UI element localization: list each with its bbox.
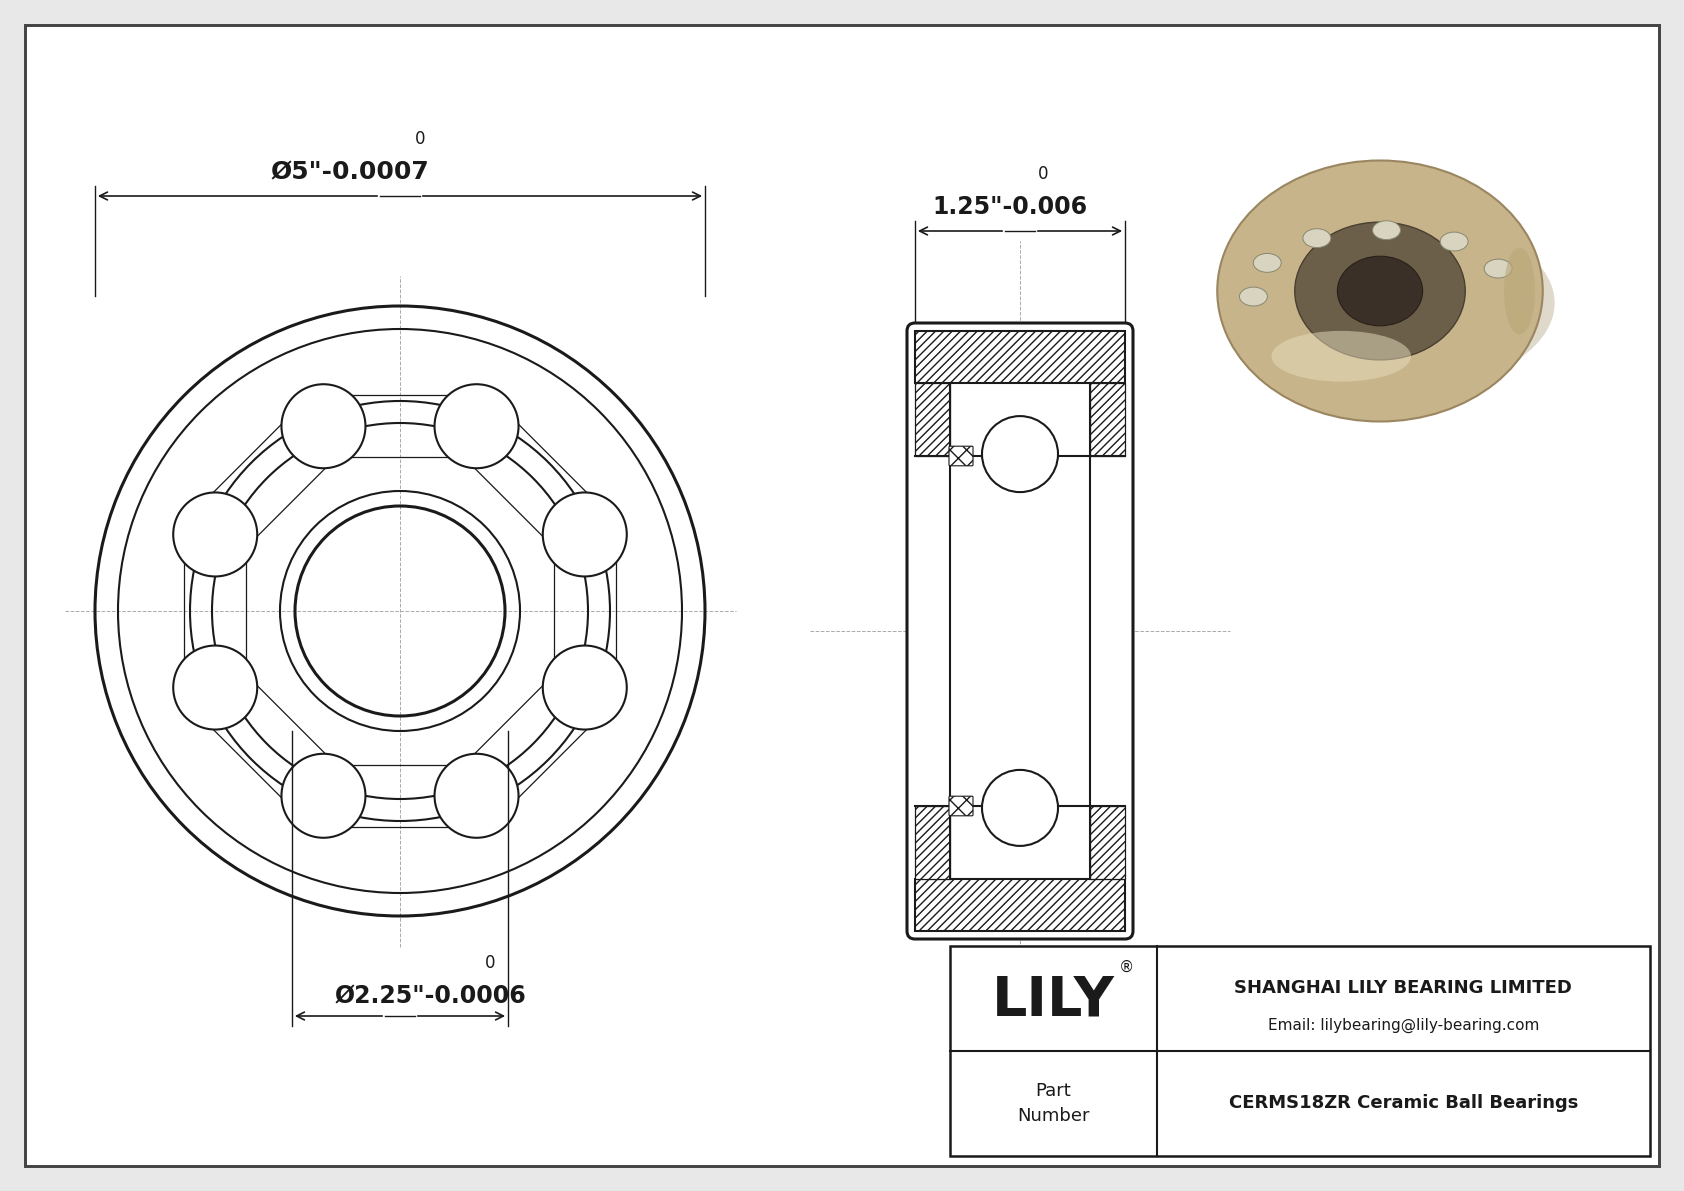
Text: Ø5"-0.0007: Ø5"-0.0007 xyxy=(271,160,429,183)
Text: CERMS18ZR Ceramic Ball Bearings: CERMS18ZR Ceramic Ball Bearings xyxy=(1229,1095,1578,1112)
Ellipse shape xyxy=(1337,256,1423,326)
Bar xyxy=(950,456,1090,806)
Circle shape xyxy=(542,492,626,576)
Ellipse shape xyxy=(1271,331,1411,381)
Text: Ø2.25"-0.0006: Ø2.25"-0.0006 xyxy=(333,984,525,1008)
Ellipse shape xyxy=(1253,254,1282,273)
Ellipse shape xyxy=(1504,248,1536,335)
Bar xyxy=(914,384,950,456)
Circle shape xyxy=(281,385,365,468)
Bar xyxy=(914,384,950,456)
Bar xyxy=(914,806,950,879)
Text: Part
Number: Part Number xyxy=(1017,1081,1090,1125)
Text: LILY: LILY xyxy=(992,973,1115,1028)
Ellipse shape xyxy=(1484,260,1512,278)
Text: 0: 0 xyxy=(485,954,495,972)
Bar xyxy=(1090,384,1125,456)
Bar xyxy=(914,806,950,879)
Circle shape xyxy=(434,754,519,837)
FancyBboxPatch shape xyxy=(950,447,973,466)
Circle shape xyxy=(542,646,626,730)
Bar xyxy=(914,879,1125,931)
Circle shape xyxy=(982,416,1058,492)
Ellipse shape xyxy=(1303,229,1330,248)
Ellipse shape xyxy=(1372,220,1401,239)
Circle shape xyxy=(982,769,1058,846)
FancyBboxPatch shape xyxy=(950,797,973,816)
Ellipse shape xyxy=(1440,232,1468,251)
Ellipse shape xyxy=(1221,212,1554,393)
Bar xyxy=(1090,806,1125,879)
Text: 1.25"-0.006: 1.25"-0.006 xyxy=(933,195,1088,219)
Bar xyxy=(914,879,1125,931)
FancyBboxPatch shape xyxy=(908,323,1133,939)
Ellipse shape xyxy=(1295,223,1465,360)
Bar xyxy=(914,331,1125,384)
Bar xyxy=(1090,384,1125,456)
Bar xyxy=(950,946,1650,1156)
Circle shape xyxy=(173,646,258,730)
Circle shape xyxy=(281,754,365,837)
Text: Email: lilybearing@lily-bearing.com: Email: lilybearing@lily-bearing.com xyxy=(1268,1018,1539,1034)
Bar xyxy=(914,331,1125,384)
Text: SHANGHAI LILY BEARING LIMITED: SHANGHAI LILY BEARING LIMITED xyxy=(1234,979,1573,997)
Circle shape xyxy=(434,385,519,468)
Circle shape xyxy=(173,492,258,576)
Ellipse shape xyxy=(1239,287,1268,306)
Text: 0: 0 xyxy=(1037,166,1049,183)
Text: ®: ® xyxy=(1118,960,1133,974)
Ellipse shape xyxy=(1218,161,1543,422)
Text: 0: 0 xyxy=(414,130,426,148)
Bar xyxy=(1090,806,1125,879)
